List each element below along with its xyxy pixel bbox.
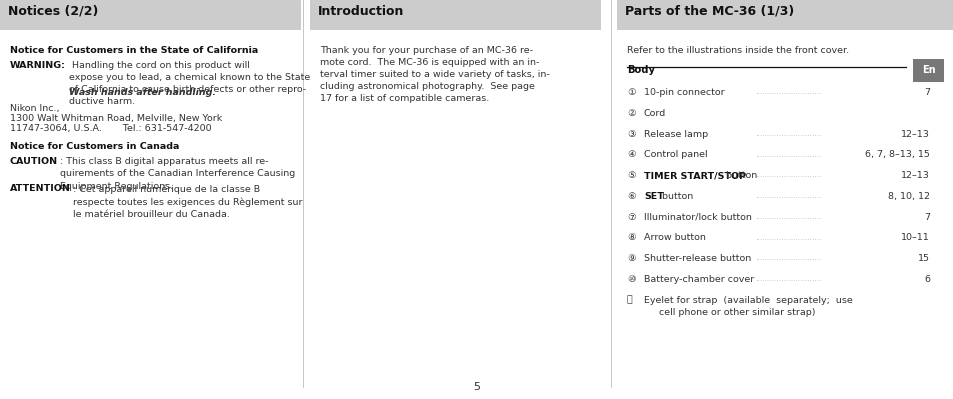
- Text: ............................: ............................: [755, 233, 821, 242]
- FancyBboxPatch shape: [912, 59, 943, 82]
- Text: button: button: [722, 171, 757, 180]
- Text: 7: 7: [923, 213, 929, 222]
- Text: ⑧: ⑧: [626, 233, 635, 243]
- Text: Arrow button: Arrow button: [643, 233, 705, 243]
- Text: ③: ③: [626, 130, 635, 139]
- Text: ⑩: ⑩: [626, 275, 635, 284]
- Text: 15: 15: [917, 254, 929, 263]
- Text: Thank you for your purchase of an MC-36 re-
mote cord.  The MC-36 is equipped wi: Thank you for your purchase of an MC-36 …: [319, 46, 549, 103]
- Text: ............................: ............................: [755, 129, 821, 138]
- Text: Parts of the MC-36 (1/3): Parts of the MC-36 (1/3): [624, 5, 793, 18]
- Text: 10–11: 10–11: [901, 233, 929, 243]
- Text: Notices (2/2): Notices (2/2): [8, 5, 98, 18]
- Text: CAUTION: CAUTION: [10, 157, 57, 166]
- Text: SET: SET: [643, 192, 663, 201]
- Text: 12–13: 12–13: [901, 130, 929, 139]
- Text: Notice for Customers in the State of California: Notice for Customers in the State of Cal…: [10, 46, 257, 55]
- Text: ............................: ............................: [755, 170, 821, 180]
- Text: Release lamp: Release lamp: [643, 130, 707, 139]
- Text: ⑤: ⑤: [626, 171, 635, 180]
- FancyBboxPatch shape: [310, 0, 600, 30]
- Text: Cord: Cord: [643, 109, 665, 118]
- Text: Nikon Inc.,: Nikon Inc.,: [10, 104, 59, 113]
- Text: button: button: [659, 192, 693, 201]
- Text: Illuminator/lock button: Illuminator/lock button: [643, 213, 751, 222]
- Text: 6: 6: [923, 275, 929, 284]
- Text: ............................: ............................: [755, 274, 821, 283]
- Text: ............................: ............................: [755, 212, 821, 221]
- Text: ⑥: ⑥: [626, 192, 635, 201]
- Text: Eyelet for strap  (available  separately;  use
     cell phone or other similar : Eyelet for strap (available separately; …: [643, 296, 852, 317]
- Text: ............................: ............................: [755, 87, 821, 97]
- Text: Wash hands after handling.: Wash hands after handling.: [69, 88, 215, 97]
- Text: ②: ②: [626, 109, 635, 118]
- Text: WARNING:: WARNING:: [10, 61, 66, 70]
- Text: Introduction: Introduction: [317, 5, 404, 18]
- Text: ④: ④: [626, 150, 635, 160]
- Text: ⑦: ⑦: [626, 213, 635, 222]
- FancyBboxPatch shape: [0, 0, 300, 30]
- Text: 11747-3064, U.S.A.       Tel.: 631-547-4200: 11747-3064, U.S.A. Tel.: 631-547-4200: [10, 124, 211, 134]
- Text: 12–13: 12–13: [901, 171, 929, 180]
- Text: ⑪: ⑪: [626, 296, 632, 305]
- Text: 6, 7, 8–13, 15: 6, 7, 8–13, 15: [864, 150, 929, 160]
- FancyBboxPatch shape: [617, 0, 953, 30]
- Text: Shutter-release button: Shutter-release button: [643, 254, 750, 263]
- Text: Notice for Customers in Canada: Notice for Customers in Canada: [10, 142, 179, 151]
- Text: 1300 Walt Whitman Road, Melville, New York: 1300 Walt Whitman Road, Melville, New Yo…: [10, 114, 221, 123]
- Text: ............................: ............................: [755, 253, 821, 263]
- Text: : Cet appareil numérique de la classe B
respecte toutes les exigences du Règleme: : Cet appareil numérique de la classe B …: [73, 184, 303, 219]
- Text: Body: Body: [626, 65, 654, 75]
- Text: ⑨: ⑨: [626, 254, 635, 263]
- Text: 7: 7: [923, 88, 929, 97]
- Text: Handling the cord on this product will
expose you to lead, a chemical known to t: Handling the cord on this product will e…: [69, 61, 310, 107]
- Text: Battery-chamber cover: Battery-chamber cover: [643, 275, 754, 284]
- Text: Control panel: Control panel: [643, 150, 707, 160]
- Text: 8, 10, 12: 8, 10, 12: [887, 192, 929, 201]
- Text: : This class B digital apparatus meets all re-
quirements of the Canadian Interf: : This class B digital apparatus meets a…: [60, 157, 295, 190]
- Text: ①: ①: [626, 88, 635, 97]
- Text: ............................: ............................: [755, 150, 821, 159]
- Text: ATTENTION: ATTENTION: [10, 184, 71, 194]
- Text: ............................: ............................: [755, 191, 821, 200]
- Text: Refer to the illustrations inside the front cover.: Refer to the illustrations inside the fr…: [626, 46, 848, 55]
- Text: 10-pin connector: 10-pin connector: [643, 88, 724, 97]
- Text: TIMER START/STOP: TIMER START/STOP: [643, 171, 745, 180]
- Text: En: En: [921, 65, 935, 75]
- Text: 5: 5: [473, 382, 480, 392]
